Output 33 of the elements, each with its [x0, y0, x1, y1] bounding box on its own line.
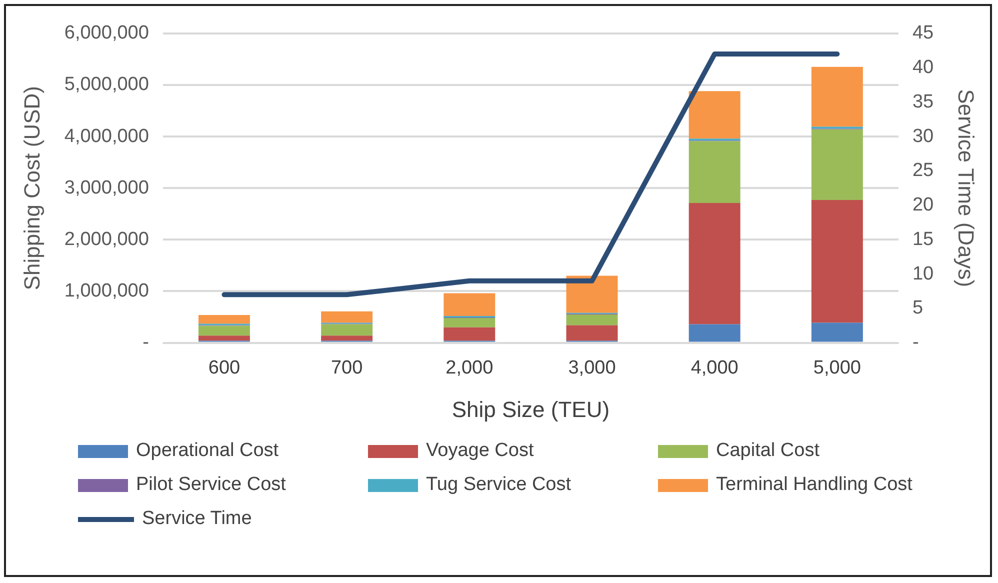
- legend-label: Tug Service Cost: [426, 474, 572, 496]
- y-tick-label: 4,000,000: [64, 126, 149, 147]
- legend-label: Service Time: [142, 508, 252, 530]
- legend-label: Capital Cost: [716, 440, 820, 462]
- y-axis-title: Shipping Cost (USD): [19, 86, 44, 290]
- y2-tick-label: 35: [912, 91, 934, 112]
- legend-label: Voyage Cost: [426, 440, 534, 462]
- y2-tick-label: 20: [912, 194, 934, 216]
- x-tick-label: 2,000: [446, 357, 494, 378]
- x-tick-label: 3,000: [568, 357, 616, 378]
- x-tick-label: 600: [208, 357, 240, 378]
- y2-tick-label: 5: [912, 298, 924, 319]
- y-tick-label: 3,000,000: [64, 177, 149, 198]
- y2-tick-label: 10: [912, 263, 934, 284]
- y2-axis-title: Service Time (Days): [954, 89, 979, 288]
- legend-label: Terminal Handling Cost: [716, 474, 912, 496]
- y2-tick-label: 40: [912, 57, 934, 78]
- legend-label: Pilot Service Cost: [136, 474, 286, 496]
- y-tick-label: 1,000,000: [64, 280, 149, 302]
- y2-tick-label: 45: [912, 22, 934, 44]
- x-tick-label: 4,000: [690, 357, 738, 378]
- y-tick-label: -: [142, 332, 149, 354]
- y2-tick-label: 30: [912, 126, 934, 147]
- y-tick-label: 2,000,000: [64, 228, 149, 250]
- y2-tick-label: -: [912, 332, 919, 354]
- x-axis-title: Ship Size (TEU): [452, 396, 610, 422]
- y2-tick-label: 15: [912, 228, 934, 250]
- x-tick-label: 700: [330, 357, 363, 378]
- y-tick-label: 5,000,000: [64, 74, 149, 96]
- y2-tick-label: 25: [912, 160, 934, 182]
- x-tick-label: 5,000: [813, 357, 861, 378]
- legend-label: Operational Cost: [136, 440, 279, 462]
- y-tick-label: 6,000,000: [64, 22, 149, 44]
